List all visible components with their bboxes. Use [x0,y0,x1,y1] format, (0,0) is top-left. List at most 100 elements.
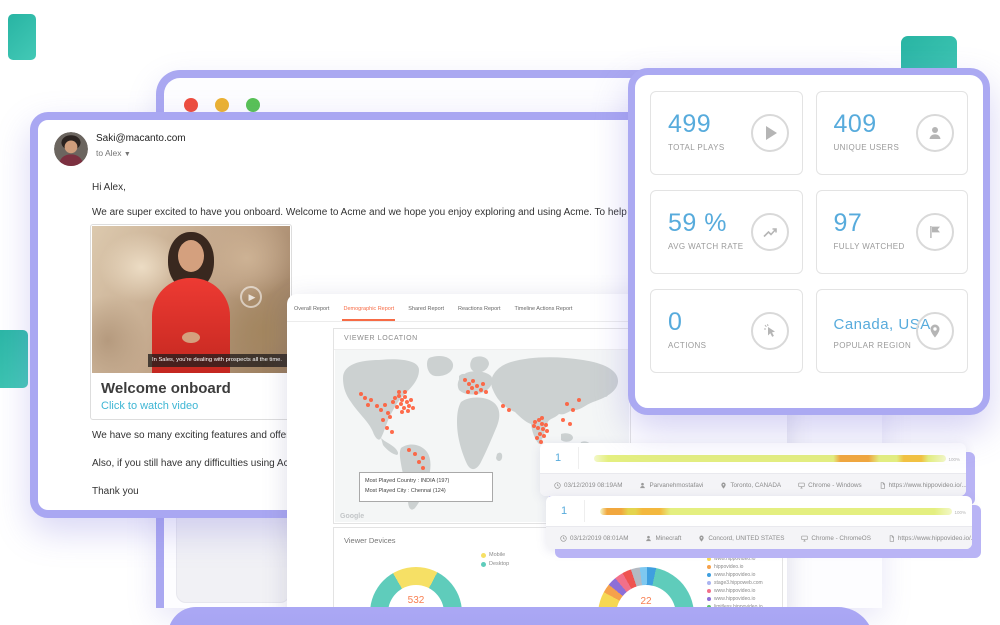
legend-dot [707,597,711,601]
viewer-dot [399,402,403,406]
traffic-light-zoom-icon[interactable] [246,98,260,112]
viewer-dot [407,448,411,452]
stat-value: 59 % [668,209,727,237]
legend-item: www.hippovideo.io [707,596,763,602]
legend-dot [707,589,711,593]
stat-label: UNIQUE USERS [833,143,900,152]
device-icon [798,482,805,489]
stat-label: ACTIONS [668,341,707,350]
report-tabs: Overall Report Demographic Report Shared R… [287,294,787,322]
email-paragraph-2: We have so many exciting features and of… [92,430,376,441]
session-device: Chrome - ChromeOS [801,535,871,542]
traffic-light-minimize-icon[interactable] [215,98,229,112]
viewer-dot [400,410,404,414]
chevron-down-icon[interactable]: ▼ [123,151,131,158]
viewer-dot [391,400,395,404]
stat-card-popular-region: Canada, USA POPULAR REGION [815,289,968,373]
viewer-dot [386,411,390,415]
legend-dot [707,557,711,561]
viewer-dot [413,452,417,456]
viewer-dot [366,403,370,407]
sender-email: Saki@macanto.com [96,133,186,144]
thumbnail-caption: In Sales, you're dealing with prospects … [148,354,288,367]
tab-demographic-report[interactable]: Demographic Report [342,296,396,321]
viewer-dot [538,432,542,436]
stat-card-unique-users: 409 UNIQUE USERS [815,91,968,175]
viewer-dot [383,403,387,407]
session-watch-percent: 100% [948,457,960,462]
viewer-dot [407,404,411,408]
tab-shared-report[interactable]: Shared Report [408,306,444,312]
legend-dot [707,549,711,553]
stat-value: Canada, USA [833,316,931,333]
legend-item: www.hippovideo.io [707,556,763,562]
session-url[interactable]: https://www.hippovideo.io/... [879,482,966,489]
viewer-dot [402,406,406,410]
session-card[interactable]: 1 100% 03/12/2019 08:19AM Parvanehmostaf… [540,443,966,496]
session-time: 03/12/2019 08:01AM [560,535,628,542]
video-thumbnail[interactable]: ▶ In Sales, you're dealing with prospect… [92,226,290,373]
viewer-dot [568,422,572,426]
sender-avatar[interactable] [54,132,88,166]
tooltip-line-1: Most Played Country : INDIA (197) [365,478,450,484]
viewer-dot [406,409,410,413]
decor-bottom-bar [168,607,874,625]
viewer-dot [481,382,485,386]
donut-center-value: 532 [407,595,425,606]
viewer-dot [409,398,413,402]
watch-heatbar[interactable] [600,508,952,515]
email-paragraph-3: Also, if you still have any difficulties… [92,458,427,469]
viewer-dot [540,422,544,426]
location-icon [721,482,727,489]
traffic-light-close-icon[interactable] [184,98,198,112]
viewer-dot [535,436,539,440]
legend-dot [481,561,486,567]
tab-overall-report[interactable]: Overall Report [294,306,330,312]
viewer-dot [484,390,488,394]
video-card[interactable]: ▶ In Sales, you're dealing with prospect… [90,224,292,420]
viewer-dot [421,466,425,470]
viewer-dot [542,434,546,438]
viewer-dot [537,418,541,422]
session-location: Toronto, CANADA [720,482,781,489]
watch-video-link[interactable]: Click to watch video [101,400,199,412]
stat-card-actions: 0 ACTIONS [650,289,803,373]
viewer-dot [540,416,544,420]
stat-label: FULLY WATCHED [833,242,905,251]
viewer-dot [417,460,421,464]
play-overlay-icon[interactable]: ▶ [240,286,262,308]
clock-icon [554,482,561,489]
session-meta-row: 03/12/2019 08:19AM Parvanehmostafavi Tor… [540,473,966,496]
recipient-line[interactable]: to Alex ▼ [96,148,131,158]
legend-item: www.hippovideo.io [707,588,763,594]
tab-timeline-actions-report[interactable]: Timeline Actions Report [514,306,573,312]
email-closing: Thank you [92,486,139,497]
donut-center-value: 22 [640,596,652,607]
stat-value: 0 [668,308,683,336]
legend-item: stage3.hippoweb.com [707,580,763,586]
session-user: Minecraft [645,535,681,542]
email-paragraph-1: We are super excited to have you onboard… [92,207,638,218]
viewer-dot [536,426,540,430]
tab-reactions-report[interactable]: Reactions Report [458,306,501,312]
browser-placeholder-panel [176,505,290,603]
session-count: 1 [561,505,568,517]
stat-value: 409 [833,110,877,138]
viewer-dot [533,420,537,424]
legend-dot [481,552,486,558]
viewer-dot [397,390,401,394]
user-icon [916,114,954,152]
session-url[interactable]: https://www.hippovideo.io/... [888,535,972,542]
viewer-dot [471,379,475,383]
session-count: 1 [555,452,562,464]
viewer-dot [400,398,404,402]
viewer-dot [479,388,483,392]
session-device: Chrome - Windows [798,482,862,489]
viewer-dot [390,430,394,434]
stat-label: POPULAR REGION [833,341,912,350]
watch-heatbar[interactable] [594,455,946,462]
viewer-dot [467,382,471,386]
viewer-dot [571,408,575,412]
session-card[interactable]: 1 100% 03/12/2019 08:01AM Minecraft Conc… [546,496,972,549]
world-map[interactable]: Most Played Country : INDIA (197) Most P… [335,350,629,522]
